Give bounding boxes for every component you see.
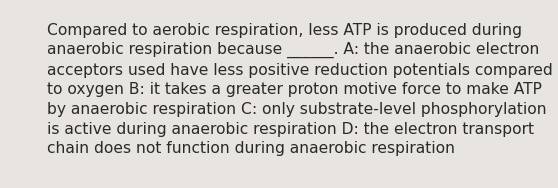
Text: Compared to aerobic respiration, less ATP is produced during
anaerobic respirati: Compared to aerobic respiration, less AT… — [47, 23, 553, 156]
